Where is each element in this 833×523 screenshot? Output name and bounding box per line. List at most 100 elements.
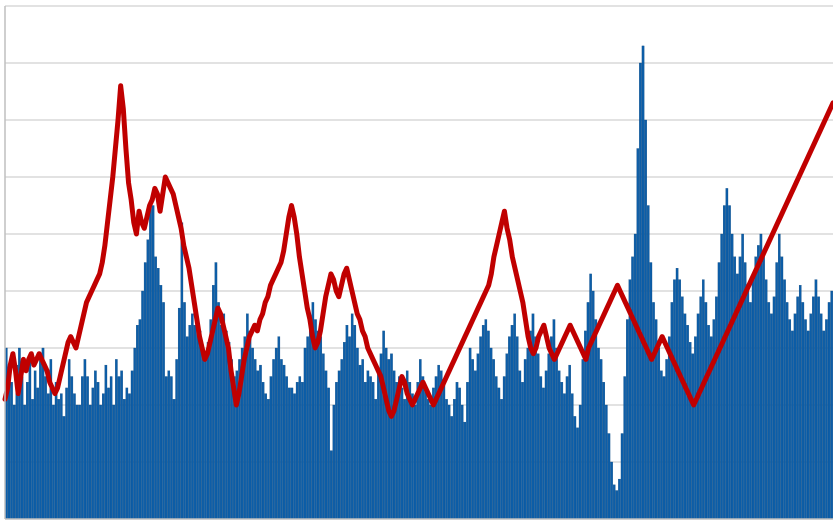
bar	[36, 387, 40, 520]
line-path	[2, 83, 833, 419]
bar	[458, 387, 461, 520]
bar	[660, 370, 663, 520]
bar	[620, 433, 624, 520]
bar	[308, 319, 312, 520]
bar	[743, 262, 747, 520]
bar	[107, 387, 110, 520]
bar	[686, 325, 689, 520]
bar	[741, 233, 744, 520]
bar	[170, 376, 173, 520]
bar	[812, 296, 815, 520]
bar	[479, 336, 482, 520]
bar	[586, 302, 590, 520]
bar	[340, 359, 343, 520]
bar	[196, 330, 199, 520]
bar	[463, 421, 467, 520]
bar	[738, 256, 742, 520]
bar	[759, 233, 763, 520]
bar	[400, 387, 404, 520]
bar	[198, 330, 202, 520]
bar	[151, 205, 155, 520]
bar	[804, 319, 807, 520]
bar	[316, 330, 320, 520]
bar	[327, 387, 330, 520]
bar	[581, 359, 585, 520]
bar	[652, 302, 655, 520]
bar	[136, 325, 139, 520]
bar	[26, 382, 29, 520]
bar	[612, 484, 616, 520]
bar	[337, 370, 341, 520]
bar	[358, 364, 362, 520]
bar	[23, 404, 26, 520]
bar	[248, 330, 252, 520]
bar	[204, 353, 207, 520]
bar	[605, 404, 608, 520]
bar	[350, 313, 354, 520]
bar	[280, 359, 283, 520]
bar	[31, 399, 34, 520]
bar	[274, 347, 278, 520]
bar	[222, 313, 226, 520]
bar	[542, 387, 545, 520]
bar	[502, 376, 506, 520]
bar	[353, 325, 357, 520]
bar	[261, 382, 265, 520]
bar	[277, 336, 281, 520]
bar	[96, 382, 100, 520]
bar	[301, 382, 304, 520]
bar	[610, 461, 613, 520]
bar	[725, 188, 729, 520]
bar	[578, 404, 582, 520]
bar	[120, 370, 123, 520]
bar	[269, 376, 273, 520]
bar	[602, 382, 605, 520]
bar	[785, 302, 789, 520]
bar	[324, 370, 328, 520]
bar	[217, 302, 220, 520]
bar	[133, 347, 136, 520]
bar	[471, 359, 474, 520]
bar	[791, 330, 794, 520]
bar	[303, 347, 307, 520]
bar	[557, 370, 561, 520]
bar	[730, 233, 734, 520]
bar	[369, 376, 372, 520]
bar	[599, 359, 603, 520]
bar	[814, 279, 818, 520]
bar	[175, 359, 178, 520]
bar	[348, 336, 351, 520]
bar	[272, 359, 275, 520]
bar	[647, 205, 650, 520]
bar	[453, 399, 456, 520]
bar	[99, 404, 102, 520]
bar	[343, 342, 346, 520]
bar	[767, 302, 771, 520]
bar	[513, 313, 516, 520]
bar	[122, 399, 126, 520]
bar	[770, 313, 773, 520]
axes	[4, 6, 833, 520]
bar	[282, 364, 286, 520]
bar	[164, 376, 168, 520]
bar	[104, 364, 108, 520]
bar	[447, 404, 451, 520]
bar	[667, 336, 671, 520]
bar	[487, 330, 490, 520]
bar	[460, 404, 464, 520]
bar	[41, 347, 45, 520]
bar	[183, 302, 186, 520]
bar	[442, 382, 446, 520]
bar	[673, 279, 676, 520]
bar	[65, 387, 68, 520]
bar	[125, 387, 129, 520]
bar	[523, 359, 527, 520]
bar	[665, 359, 668, 520]
bar	[521, 382, 524, 520]
bar	[683, 313, 687, 520]
bar	[822, 330, 826, 520]
bar	[146, 239, 150, 520]
bar	[219, 325, 223, 520]
bar	[225, 330, 228, 520]
bar	[115, 359, 118, 520]
